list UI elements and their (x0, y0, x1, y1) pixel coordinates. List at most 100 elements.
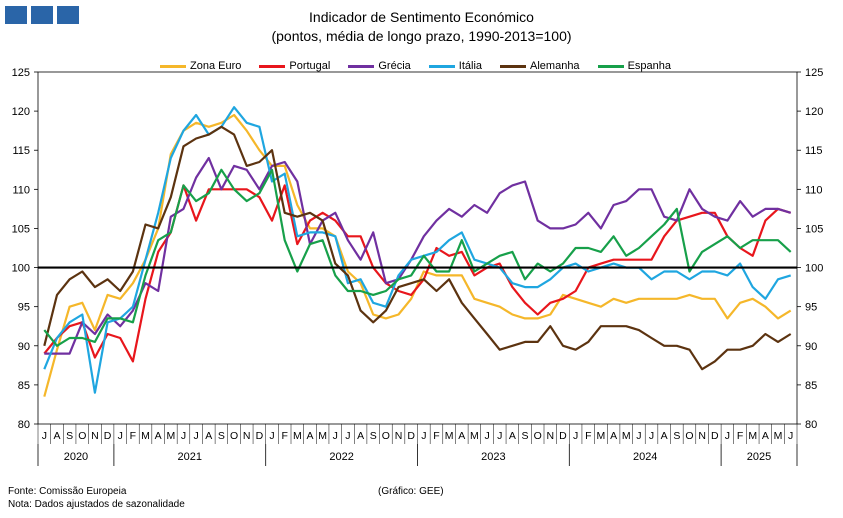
x-month-label: S (673, 430, 680, 442)
x-month-label: J (118, 430, 123, 442)
chart-credit: (Gráfico: GEE) (378, 486, 444, 497)
legend-label: Grécia (378, 60, 411, 72)
x-month-label: D (407, 430, 415, 442)
x-month-label: M (470, 430, 479, 442)
y-tick-label-left: 80 (18, 419, 30, 431)
legend-item: Espanha (597, 60, 671, 72)
y-tick-label-left: 90 (18, 341, 30, 353)
x-month-label: N (547, 430, 555, 442)
x-month-label: O (685, 430, 693, 442)
x-month-label: J (573, 430, 578, 442)
x-year-label: 2025 (747, 451, 771, 463)
x-month-label: J (421, 430, 426, 442)
x-month-label: M (622, 430, 631, 442)
x-month-label: F (737, 430, 743, 442)
legend-swatch (259, 64, 286, 68)
x-month-label: O (78, 430, 86, 442)
legend-label: Portugal (289, 60, 331, 72)
series-line-espanha (43, 168, 792, 347)
x-month-label: F (130, 430, 136, 442)
legend-item: Grécia (348, 60, 411, 72)
x-month-label: M (293, 430, 302, 442)
x-month-label: A (458, 430, 465, 442)
x-month-label: D (559, 430, 567, 442)
x-month-label: N (243, 430, 251, 442)
x-month-label: F (585, 430, 591, 442)
x-month-label: J (333, 430, 338, 442)
logo-block (57, 6, 79, 24)
y-tick-label-left: 120 (12, 106, 30, 118)
x-month-label: A (762, 430, 769, 442)
legend-item: Itália (428, 60, 483, 72)
x-month-label: F (281, 430, 287, 442)
series-line-alemanha (43, 125, 792, 371)
x-month-label: M (774, 430, 783, 442)
y-tick-label-left: 110 (12, 184, 30, 196)
x-month-label: A (53, 430, 60, 442)
y-tick-label-right: 85 (805, 380, 817, 392)
y-tick-label-left: 125 (12, 67, 30, 79)
x-month-label: J (194, 430, 199, 442)
y-tick-label-right: 95 (805, 302, 817, 314)
x-month-label: M (748, 430, 757, 442)
y-tick-label-right: 120 (805, 106, 823, 118)
x-month-label: J (42, 430, 47, 442)
legend-swatch (348, 64, 375, 68)
x-year-label: 2021 (178, 451, 202, 463)
chart-legend: Zona Euro Portugal Grécia Itália Alemanha Esp… (160, 60, 689, 72)
adjustment-note: Nota: Dados ajustados de sazonalidade (8, 499, 185, 510)
legend-item: Zona Euro (160, 60, 241, 72)
chart-title: Indicador de Sentimento Económico (309, 9, 534, 25)
y-tick-label-left: 105 (12, 223, 30, 235)
legend-swatch (160, 64, 186, 68)
x-month-label: M (597, 430, 606, 442)
x-month-label: D (104, 430, 112, 442)
y-tick-label-right: 90 (805, 341, 817, 353)
y-tick-label-right: 115 (805, 145, 823, 157)
x-month-label: J (484, 430, 489, 442)
x-month-label: J (269, 430, 274, 442)
x-month-label: A (509, 430, 516, 442)
x-month-label: A (205, 430, 212, 442)
x-year-label: 2022 (329, 451, 353, 463)
x-month-label: J (181, 430, 186, 442)
x-month-label: D (256, 430, 264, 442)
legend-label: Zona Euro (190, 60, 242, 72)
x-month-label: S (370, 430, 377, 442)
x-month-label: S (218, 430, 225, 442)
x-month-label: D (711, 430, 719, 442)
x-year-label: 2020 (64, 451, 88, 463)
y-tick-label-right: 100 (805, 263, 823, 275)
x-month-label: N (395, 430, 403, 442)
x-month-label: J (345, 430, 350, 442)
x-month-label: A (155, 430, 162, 442)
legend-label: Alemanha (530, 60, 580, 72)
y-tick-label-right: 105 (805, 223, 823, 235)
y-tick-label-right: 110 (805, 184, 823, 196)
x-month-label: N (698, 430, 706, 442)
x-month-label: S (66, 430, 73, 442)
x-month-label: O (382, 430, 390, 442)
chart-title-block: Indicador de Sentimento Económico (ponto… (0, 8, 843, 46)
y-tick-label-left: 115 (12, 145, 30, 157)
x-month-label: M (445, 430, 454, 442)
legend-swatch (428, 64, 455, 68)
y-tick-label-left: 100 (12, 263, 30, 275)
x-month-label: F (433, 430, 439, 442)
legend-swatch (597, 64, 624, 68)
x-month-label: O (534, 430, 542, 442)
x-month-label: M (318, 430, 327, 442)
y-tick-label-right: 80 (805, 419, 817, 431)
x-month-label: M (141, 430, 150, 442)
x-month-label: M (166, 430, 175, 442)
legend-item: Alemanha (500, 60, 580, 72)
x-month-label: N (91, 430, 99, 442)
gee-logo (5, 6, 79, 24)
y-tick-label-left: 85 (18, 380, 30, 392)
y-tick-label-left: 95 (18, 302, 30, 314)
x-year-label: 2023 (481, 451, 505, 463)
legend-label: Itália (458, 60, 483, 72)
logo-block (31, 6, 53, 24)
source-note: Fonte: Comissão Europeia (8, 486, 127, 497)
